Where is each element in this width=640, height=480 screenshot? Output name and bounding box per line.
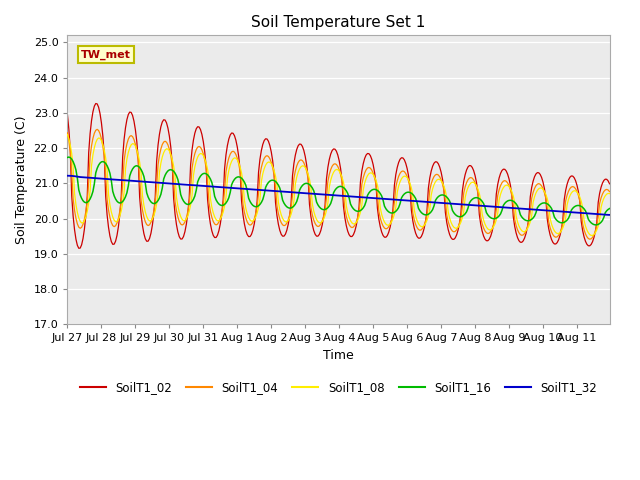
Title: Soil Temperature Set 1: Soil Temperature Set 1	[252, 15, 426, 30]
X-axis label: Time: Time	[323, 349, 354, 362]
Text: TW_met: TW_met	[81, 50, 131, 60]
Y-axis label: Soil Temperature (C): Soil Temperature (C)	[15, 116, 28, 244]
Legend: SoilT1_02, SoilT1_04, SoilT1_08, SoilT1_16, SoilT1_32: SoilT1_02, SoilT1_04, SoilT1_08, SoilT1_…	[75, 377, 602, 399]
